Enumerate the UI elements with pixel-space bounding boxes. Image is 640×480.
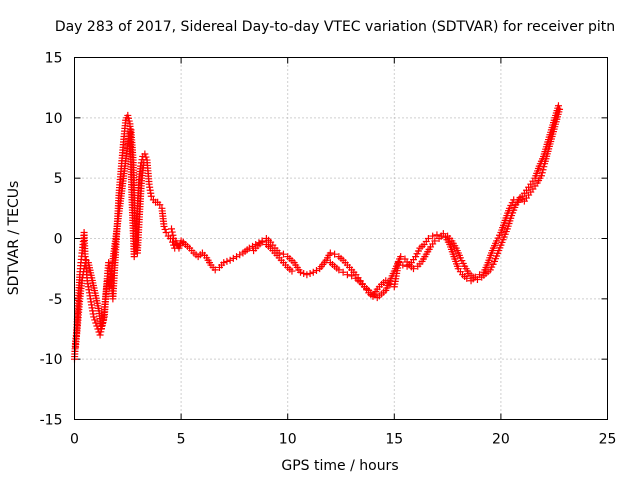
data-point <box>249 242 257 250</box>
data-point <box>179 238 187 246</box>
x-axis-label: GPS time / hours <box>281 458 398 474</box>
data-point <box>539 166 547 174</box>
y-tick-label: 5 <box>54 171 63 187</box>
data-point <box>431 237 439 245</box>
plot-frame <box>74 57 608 420</box>
data-point <box>343 271 351 279</box>
data-point <box>326 249 334 257</box>
data-point <box>258 238 266 246</box>
data-point <box>463 274 471 282</box>
data-point <box>160 222 168 230</box>
data-point <box>309 268 317 276</box>
data-point <box>91 316 99 324</box>
data-point <box>409 265 417 273</box>
x-tick-label: 25 <box>599 432 617 448</box>
data-point <box>229 254 237 262</box>
data-point <box>211 266 219 274</box>
data-point <box>335 266 343 274</box>
data-point <box>162 228 170 236</box>
data-point <box>140 158 148 166</box>
x-tick-label: 15 <box>385 432 403 448</box>
data-point <box>96 331 104 339</box>
data-point <box>156 201 164 209</box>
data-points <box>71 102 564 363</box>
data-point <box>220 259 228 267</box>
data-point <box>369 291 377 299</box>
data-point <box>147 192 155 200</box>
y-tick-label: -10 <box>40 352 63 368</box>
y-tick-label: 0 <box>54 232 63 248</box>
data-point <box>236 251 244 259</box>
data-point <box>223 257 231 265</box>
data-point <box>424 235 432 242</box>
data-point <box>226 256 234 264</box>
y-tick-label: -15 <box>40 413 63 429</box>
data-point <box>348 272 356 280</box>
data-point <box>92 319 100 327</box>
data-point <box>538 169 546 177</box>
grid-lines <box>74 57 608 420</box>
data-point <box>233 253 241 261</box>
data-point <box>399 261 407 269</box>
data-point <box>554 102 562 110</box>
data-point <box>141 150 149 158</box>
data-point <box>397 253 405 261</box>
data-point <box>429 232 437 240</box>
data-point <box>469 273 477 281</box>
x-tick-label: 5 <box>177 432 186 448</box>
data-point <box>537 172 545 180</box>
data-point <box>161 225 169 233</box>
x-tick-label: 0 <box>70 432 79 448</box>
axis-ticks: 0 5 10 15 20 25 -15 -10 -5 0 5 10 15 <box>40 51 617 448</box>
y-axis-label: SDTVAR / TECUs <box>6 181 22 296</box>
x-tick-label: 20 <box>492 432 510 448</box>
data-point <box>142 153 150 161</box>
data-point <box>288 267 296 275</box>
data-point <box>433 231 441 239</box>
data-point <box>279 250 287 258</box>
y-tick-label: -5 <box>49 292 63 308</box>
data-point <box>303 271 311 279</box>
data-point <box>169 231 177 239</box>
data-point <box>300 269 308 277</box>
data-point <box>439 230 447 238</box>
y-tick-label: 10 <box>45 111 63 127</box>
data-point <box>556 105 564 113</box>
data-point <box>312 266 320 274</box>
data-point <box>168 228 176 236</box>
y-tick-label: 15 <box>45 51 63 67</box>
data-point <box>339 268 347 276</box>
data-point <box>168 225 176 233</box>
data-point <box>306 269 314 277</box>
data-point <box>331 250 339 258</box>
data-point <box>473 276 481 284</box>
chart-title: Day 283 of 2017, Sidereal Day-to-day VTE… <box>55 19 615 35</box>
x-tick-label: 10 <box>279 432 297 448</box>
data-point <box>296 268 304 276</box>
data-point <box>540 163 548 171</box>
data-point <box>90 313 98 321</box>
data-point <box>169 238 177 246</box>
